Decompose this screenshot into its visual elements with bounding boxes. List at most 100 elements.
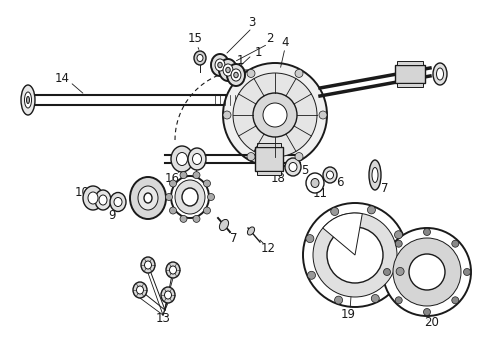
Circle shape	[253, 93, 297, 137]
Ellipse shape	[21, 85, 35, 115]
Circle shape	[223, 63, 327, 167]
Ellipse shape	[369, 160, 381, 190]
Ellipse shape	[219, 59, 237, 81]
Circle shape	[233, 73, 317, 157]
Bar	[257, 143, 281, 147]
Text: 3: 3	[248, 15, 256, 28]
Ellipse shape	[194, 51, 206, 65]
Circle shape	[383, 228, 471, 316]
Ellipse shape	[188, 148, 206, 170]
Text: 7: 7	[381, 181, 389, 194]
Circle shape	[423, 309, 431, 315]
Circle shape	[180, 215, 187, 222]
Circle shape	[371, 294, 379, 302]
Text: 20: 20	[424, 315, 440, 328]
Text: 15: 15	[188, 32, 202, 45]
Circle shape	[409, 254, 445, 290]
Circle shape	[207, 194, 215, 201]
Text: 5: 5	[301, 163, 309, 176]
Ellipse shape	[223, 64, 233, 76]
Ellipse shape	[437, 68, 443, 80]
Circle shape	[223, 111, 231, 119]
Ellipse shape	[95, 190, 111, 210]
Bar	[257, 171, 281, 175]
Circle shape	[452, 240, 459, 247]
Ellipse shape	[323, 167, 337, 183]
Circle shape	[394, 231, 402, 239]
Bar	[395, 65, 425, 83]
Text: 10: 10	[74, 185, 90, 198]
Circle shape	[319, 111, 327, 119]
Circle shape	[452, 297, 459, 304]
Ellipse shape	[326, 171, 334, 179]
Circle shape	[396, 267, 404, 275]
Circle shape	[193, 215, 200, 222]
Ellipse shape	[226, 67, 230, 73]
Ellipse shape	[182, 188, 198, 206]
Circle shape	[395, 240, 402, 247]
Ellipse shape	[285, 158, 301, 176]
Text: 18: 18	[270, 171, 286, 185]
Ellipse shape	[110, 193, 126, 212]
Ellipse shape	[88, 192, 98, 204]
Ellipse shape	[433, 63, 447, 85]
Text: 9: 9	[108, 208, 116, 221]
Ellipse shape	[141, 257, 155, 273]
Ellipse shape	[175, 180, 205, 214]
Ellipse shape	[215, 59, 225, 71]
Circle shape	[170, 207, 176, 214]
Ellipse shape	[130, 177, 166, 219]
Ellipse shape	[311, 179, 319, 188]
Wedge shape	[323, 213, 362, 255]
Circle shape	[464, 269, 470, 275]
Circle shape	[313, 213, 397, 297]
Circle shape	[295, 153, 303, 161]
Ellipse shape	[145, 261, 151, 269]
Ellipse shape	[171, 176, 209, 218]
Ellipse shape	[211, 54, 229, 76]
Ellipse shape	[26, 96, 29, 104]
Text: 11: 11	[313, 186, 327, 199]
Ellipse shape	[247, 227, 255, 235]
Ellipse shape	[137, 286, 144, 294]
Ellipse shape	[165, 291, 172, 299]
Circle shape	[395, 297, 402, 304]
Ellipse shape	[176, 153, 188, 166]
Text: 2: 2	[266, 32, 274, 45]
Circle shape	[368, 206, 375, 214]
Text: 13: 13	[155, 311, 171, 324]
Circle shape	[203, 207, 211, 214]
Text: 6: 6	[336, 176, 344, 189]
Text: 7: 7	[230, 231, 238, 244]
Ellipse shape	[133, 282, 147, 298]
Circle shape	[327, 227, 383, 283]
Circle shape	[303, 203, 407, 307]
Ellipse shape	[144, 193, 152, 203]
Ellipse shape	[234, 72, 238, 78]
Ellipse shape	[231, 69, 241, 81]
Ellipse shape	[220, 220, 228, 230]
Ellipse shape	[99, 195, 107, 205]
Text: 19: 19	[341, 309, 356, 321]
Circle shape	[180, 172, 187, 179]
Text: 17: 17	[186, 174, 200, 186]
Text: 14: 14	[54, 72, 70, 85]
Ellipse shape	[161, 287, 175, 303]
Bar	[397, 61, 423, 65]
Text: 16: 16	[165, 171, 179, 185]
Ellipse shape	[83, 186, 103, 210]
Circle shape	[263, 103, 287, 127]
Circle shape	[335, 296, 343, 304]
Circle shape	[170, 180, 176, 187]
Ellipse shape	[197, 54, 203, 62]
Ellipse shape	[138, 186, 158, 210]
Bar	[255, 147, 283, 171]
Ellipse shape	[171, 146, 193, 172]
Circle shape	[393, 238, 461, 306]
Circle shape	[308, 271, 316, 279]
Text: 1: 1	[236, 54, 244, 67]
Ellipse shape	[114, 198, 122, 207]
Circle shape	[331, 207, 339, 216]
Circle shape	[166, 194, 172, 201]
Ellipse shape	[218, 62, 222, 68]
